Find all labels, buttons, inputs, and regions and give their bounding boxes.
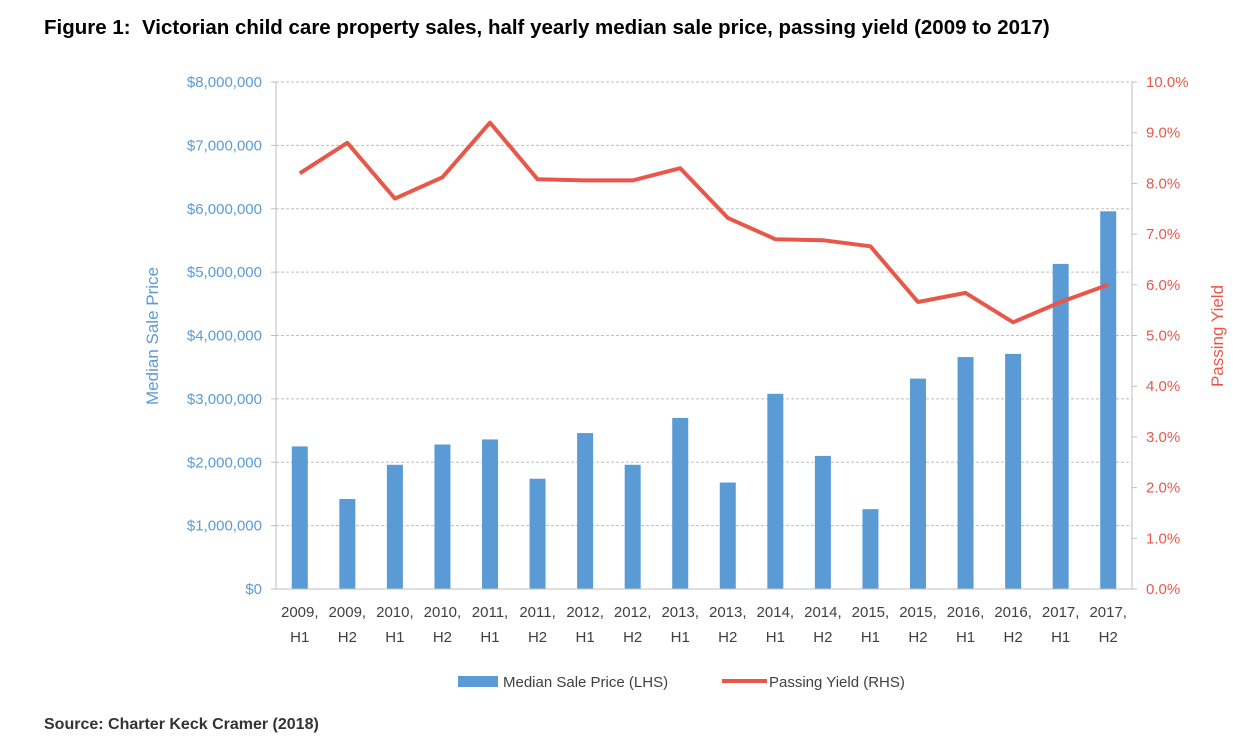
bar-series (291, 211, 1117, 589)
x-tick-label: 2016, H1 (947, 604, 985, 646)
left-tick-label: $0 (245, 581, 262, 598)
chart-title: Figure 1: Victorian child care property … (44, 16, 1050, 39)
legend-swatch-bar (458, 676, 498, 687)
right-tick-label: 6.0% (1146, 277, 1180, 294)
right-tick-label: 0.0% (1146, 581, 1180, 598)
legend-label-line: Passing Yield (RHS) (769, 674, 905, 691)
gridlines (276, 81, 1132, 527)
left-tick-label: $6,000,000 (187, 201, 262, 218)
left-tick-label: $7,000,000 (187, 137, 262, 154)
legend: Median Sale Price (LHS) Passing Yield (R… (458, 674, 905, 691)
bar (1005, 353, 1022, 589)
right-tick-label: 2.0% (1146, 480, 1180, 497)
x-tick-label: 2011, H1 (472, 604, 508, 646)
bar (482, 439, 498, 589)
left-tick-label: $3,000,000 (187, 391, 262, 408)
bar (577, 433, 594, 589)
bar (814, 455, 831, 589)
right-tick-label: 4.0% (1146, 378, 1180, 395)
x-tick-label: 2011, H2 (519, 604, 555, 646)
axes (271, 81, 1137, 590)
left-tick-label: $1,000,000 (187, 518, 262, 535)
left-axis-title: Median Sale Price (143, 267, 162, 405)
right-tick-label: 5.0% (1146, 328, 1180, 345)
right-tick-label: 10.0% (1146, 74, 1189, 91)
x-tick-label: 2014, H1 (757, 604, 795, 646)
left-tick-label: $4,000,000 (187, 328, 262, 345)
left-tick-label: $5,000,000 (187, 264, 262, 281)
x-tick-label: 2015, H1 (852, 604, 890, 646)
x-tick-label: 2013, H2 (709, 604, 747, 646)
right-tick-label: 9.0% (1146, 125, 1180, 142)
right-tick-label: 1.0% (1146, 530, 1180, 547)
right-tick-label: 8.0% (1146, 175, 1180, 192)
bar (767, 393, 784, 589)
bar (339, 499, 356, 589)
line-series (298, 120, 1109, 325)
x-tick-label: 2016, H2 (994, 604, 1032, 646)
bar (529, 478, 546, 589)
x-tick-label: 2010, H2 (424, 604, 462, 646)
right-tick-label: 7.0% (1146, 226, 1180, 243)
x-tick-label: 2009, H2 (329, 604, 367, 646)
right-tick-label: 3.0% (1146, 429, 1180, 446)
x-tick-label: 2017, H1 (1042, 604, 1080, 646)
x-tick-label: 2013, H1 (661, 604, 699, 646)
x-tick-label: 2010, H1 (376, 604, 414, 646)
bar (862, 509, 879, 589)
legend-label-bar: Median Sale Price (LHS) (503, 674, 668, 691)
x-tick-label: 2015, H2 (899, 604, 937, 646)
left-tick-label: $8,000,000 (187, 74, 262, 91)
x-tick-label: 2012, H1 (566, 604, 604, 646)
left-tick-label: $2,000,000 (187, 454, 262, 471)
bar (719, 482, 736, 589)
right-axis-ticks: 0.0% 1.0% 2.0% 3.0% 4.0% 5.0% 6.0% 7.0% 8.0% 9.0%… (1146, 74, 1189, 598)
x-tick-label: 2014, H2 (804, 604, 842, 646)
left-axis-ticks: $0 $1,000,000 $2,000,000 $3,000,000 $4,000,0… (187, 74, 262, 598)
source-note: Source: Charter Keck Cramer (2018) (44, 716, 319, 733)
bar (1100, 211, 1117, 589)
bar (957, 357, 974, 589)
bar (910, 378, 926, 589)
x-tick-label: 2012, H2 (614, 604, 652, 646)
bar (624, 464, 641, 589)
x-tick-label: 2017, H2 (1089, 604, 1127, 646)
bar (291, 446, 308, 589)
bar (672, 417, 689, 589)
right-axis-title: Passing Yield (1208, 285, 1227, 387)
bar (1052, 263, 1069, 589)
bar (386, 464, 403, 589)
yield-line (298, 120, 1109, 325)
bar (434, 444, 451, 589)
x-tick-label: 2009, H1 (281, 604, 319, 646)
